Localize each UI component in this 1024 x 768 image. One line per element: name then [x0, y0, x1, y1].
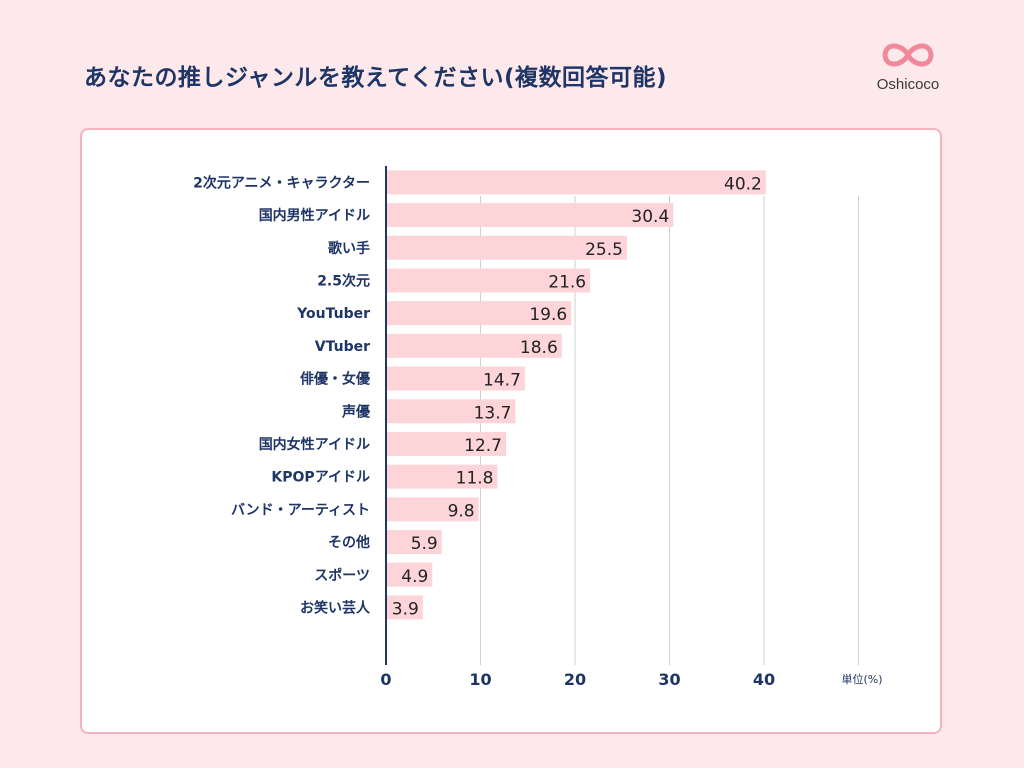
unit-label: 単位(%)	[841, 672, 882, 686]
value-label: 14.7	[483, 371, 521, 391]
bar	[386, 301, 572, 326]
x-tick-label: 0	[380, 670, 391, 689]
category-label: 声優	[341, 403, 371, 420]
bar	[386, 170, 766, 195]
value-label: 21.6	[548, 272, 586, 292]
category-label: その他	[328, 534, 370, 551]
bar	[386, 530, 442, 555]
value-label: 19.6	[529, 305, 567, 325]
bar-chart: 2次元アニメ・キャラクター 40.2 国内男性アイドル 30.4 歌い手 25.5 2.5次…	[193, 166, 883, 689]
category-label: YouTuber	[296, 306, 370, 322]
brand-logo[interactable]: Oshicoco	[872, 36, 944, 96]
bar	[386, 431, 507, 456]
bar	[386, 268, 591, 293]
category-label: 2次元アニメ・キャラクター	[193, 174, 370, 191]
x-tick-label: 20	[564, 670, 586, 689]
value-label: 12.7	[464, 436, 502, 456]
category-label: スポーツ	[314, 567, 370, 584]
category-label: 2.5次元	[317, 272, 370, 289]
category-label: バンド・アーティスト	[231, 502, 370, 518]
value-label: 9.8	[448, 501, 475, 521]
category-label: KPOPアイドル	[271, 470, 370, 486]
value-label: 25.5	[585, 240, 623, 260]
value-label: 5.9	[411, 534, 438, 554]
category-label: VTuber	[315, 339, 370, 355]
value-label: 3.9	[392, 599, 419, 619]
x-tick-label: 10	[469, 670, 491, 689]
bar	[386, 497, 479, 522]
x-tick-label: 40	[753, 670, 775, 689]
bar	[386, 333, 562, 358]
value-label: 40.2	[724, 174, 762, 194]
infinity-heart-icon	[882, 43, 934, 67]
x-tick-label: 30	[658, 670, 680, 689]
bar	[386, 203, 674, 228]
page-title: あなたの推しジャンルを教えてください(複数回答可能)	[84, 65, 668, 91]
bar	[386, 366, 525, 391]
bar	[386, 235, 627, 260]
category-label: 国内女性アイドル	[259, 436, 370, 453]
value-label: 30.4	[631, 207, 669, 227]
category-label: お笑い芸人	[300, 599, 371, 616]
logo-text: Oshicoco	[876, 76, 940, 93]
category-label: 歌い手	[328, 240, 370, 257]
chart-card: 2次元アニメ・キャラクター 40.2 国内男性アイドル 30.4 歌い手 25.5 2.5次…	[80, 128, 942, 734]
bar	[386, 562, 433, 587]
value-label: 13.7	[474, 403, 512, 423]
bar	[386, 464, 498, 489]
value-label: 11.8	[456, 469, 494, 489]
category-label: 俳優・女優	[300, 371, 371, 388]
value-label: 18.6	[520, 338, 558, 358]
bar	[386, 595, 423, 620]
value-label: 4.9	[401, 567, 428, 587]
category-label: 国内男性アイドル	[259, 207, 370, 224]
bar	[386, 399, 516, 424]
